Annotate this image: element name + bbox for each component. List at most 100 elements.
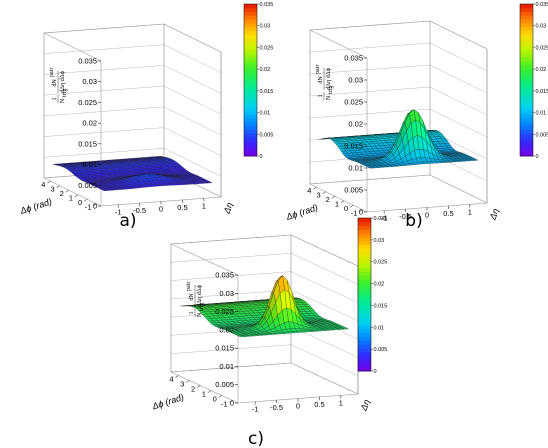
x-tick [84, 199, 88, 202]
colorbar-tick-label: 0.01 [260, 111, 271, 117]
z-gridline [43, 65, 222, 94]
x-tick-label: 3 [316, 191, 320, 200]
colorbar-swatch [244, 34, 257, 39]
colorbar-swatch [520, 129, 533, 134]
colorbar-swatch [520, 38, 533, 43]
colorbar-swatch [244, 95, 257, 100]
top-outline [42, 23, 222, 62]
colorbar-tick-label: 0.02 [536, 67, 547, 73]
colorbar-swatch [358, 294, 371, 299]
z-tick-label: 0.03 [219, 289, 234, 298]
z-gridline [43, 127, 222, 156]
colorbar-swatch [358, 252, 371, 257]
colorbar-swatch [244, 42, 257, 47]
y-axis: -1 -0.5 0 0.5 1 Δη [115, 198, 235, 217]
z-title-sup: pair [49, 68, 55, 77]
z-tick-label: 0 [93, 202, 97, 211]
z-title-num: dN [189, 293, 195, 301]
colorbar-tick-label: 0.035 [374, 216, 388, 222]
colorbar-swatch [358, 237, 371, 242]
y-tick-label: 0 [425, 211, 429, 220]
x-tick [93, 203, 97, 206]
z-title-den: dΔη dΔϕ [60, 71, 66, 93]
z-title-pre-den: N [197, 312, 203, 317]
colorbar-swatch [358, 229, 371, 234]
z-title-sup: pair [315, 65, 321, 74]
z-title-pre-sub: trig [199, 303, 205, 311]
x-tick-label: 0 [213, 395, 217, 404]
colorbar-swatch [244, 129, 257, 134]
y-axis: -1 -0.5 0 0.5 1 Δη [381, 204, 501, 223]
x-tick [340, 200, 345, 203]
y-axis-title: Δη [487, 207, 501, 222]
x-tick [207, 390, 212, 393]
x-tick-label: -1 [351, 209, 358, 218]
z-gridline [309, 42, 488, 72]
z-gridline [43, 44, 222, 73]
colorbar-swatch [520, 99, 533, 104]
colorbar-swatch [358, 286, 371, 292]
colorbar-swatch [520, 45, 533, 50]
z-gridline [170, 234, 359, 267]
x-axis-title: Δϕ (rad) [284, 202, 319, 222]
z-tick-label: 0.02 [219, 325, 234, 334]
colorbar-swatch [520, 4, 533, 9]
x-tick-label: 2 [191, 385, 195, 394]
z-tick-label: 0.03 [348, 76, 363, 85]
colorbar-swatch [244, 76, 257, 81]
z-gridline [170, 344, 359, 376]
z-tick-label: 0.015 [344, 142, 363, 151]
colorbar-swatch [520, 34, 533, 39]
y-axis: -1 -0.5 0 0.5 1 Δη [252, 395, 372, 414]
z-axis: 0 0.005 0.01 0.015 0.02 0.025 0.03 0.035 [215, 271, 238, 408]
colorbar-swatch [244, 133, 257, 138]
colorbar-swatch [244, 144, 257, 149]
colorbar-swatch [244, 148, 257, 153]
colorbar-swatch [244, 64, 257, 69]
colorbar-swatch [520, 125, 533, 130]
colorbar-swatch [244, 49, 257, 54]
colorbar-tick-label: 0.015 [374, 303, 388, 309]
colorbar-tick-label: 0.015 [260, 89, 274, 95]
colorbar-swatch [244, 7, 257, 12]
colorbar-swatch [520, 53, 533, 58]
z-gridline [43, 106, 222, 136]
x-tick [47, 180, 51, 184]
z-tick-label: 0.015 [78, 139, 97, 148]
y-tick-label: 1 [468, 207, 472, 216]
colorbar-tick-label: 0 [374, 369, 377, 375]
colorbar-swatch [244, 45, 257, 50]
z-tick-label: 0.01 [82, 160, 97, 169]
colorbar-swatch [520, 30, 533, 35]
colorbar-swatch [244, 26, 257, 31]
colorbar-swatch [244, 19, 257, 24]
x-tick-label: 3 [50, 185, 54, 194]
colorbar-swatch [520, 61, 533, 66]
colorbar-swatch [520, 148, 533, 153]
colorbar-swatch [520, 133, 533, 138]
y-axis-title: Δη [358, 398, 372, 413]
z-tick-label: 0 [230, 399, 234, 408]
colorbar-tick-label: 0.03 [374, 238, 385, 244]
surface [318, 109, 479, 169]
z-tick-label: 0.01 [348, 164, 363, 173]
colorbar-swatch [358, 279, 371, 284]
colorbar-swatch [244, 137, 257, 142]
colorbar-swatch [520, 23, 533, 28]
x-tick [229, 400, 233, 403]
colorbar-swatch [520, 11, 533, 16]
x-tick [331, 195, 335, 199]
colorbar-swatch [520, 26, 533, 31]
colorbar-swatch [520, 87, 533, 92]
z-tick-label: 0.005 [215, 380, 234, 389]
surface-cell [101, 189, 110, 192]
colorbar-swatch [244, 68, 257, 73]
colorbar-swatch [358, 309, 371, 315]
colorbar-swatch [520, 68, 533, 73]
z-axis: 0 0.005 0.01 0.015 0.02 0.025 0.03 0.035 [344, 54, 367, 217]
colorbar-swatch [244, 87, 257, 92]
colorbar-swatch [244, 23, 257, 28]
colorbar-swatch [244, 4, 257, 9]
x-tick-label: 0 [344, 204, 348, 213]
